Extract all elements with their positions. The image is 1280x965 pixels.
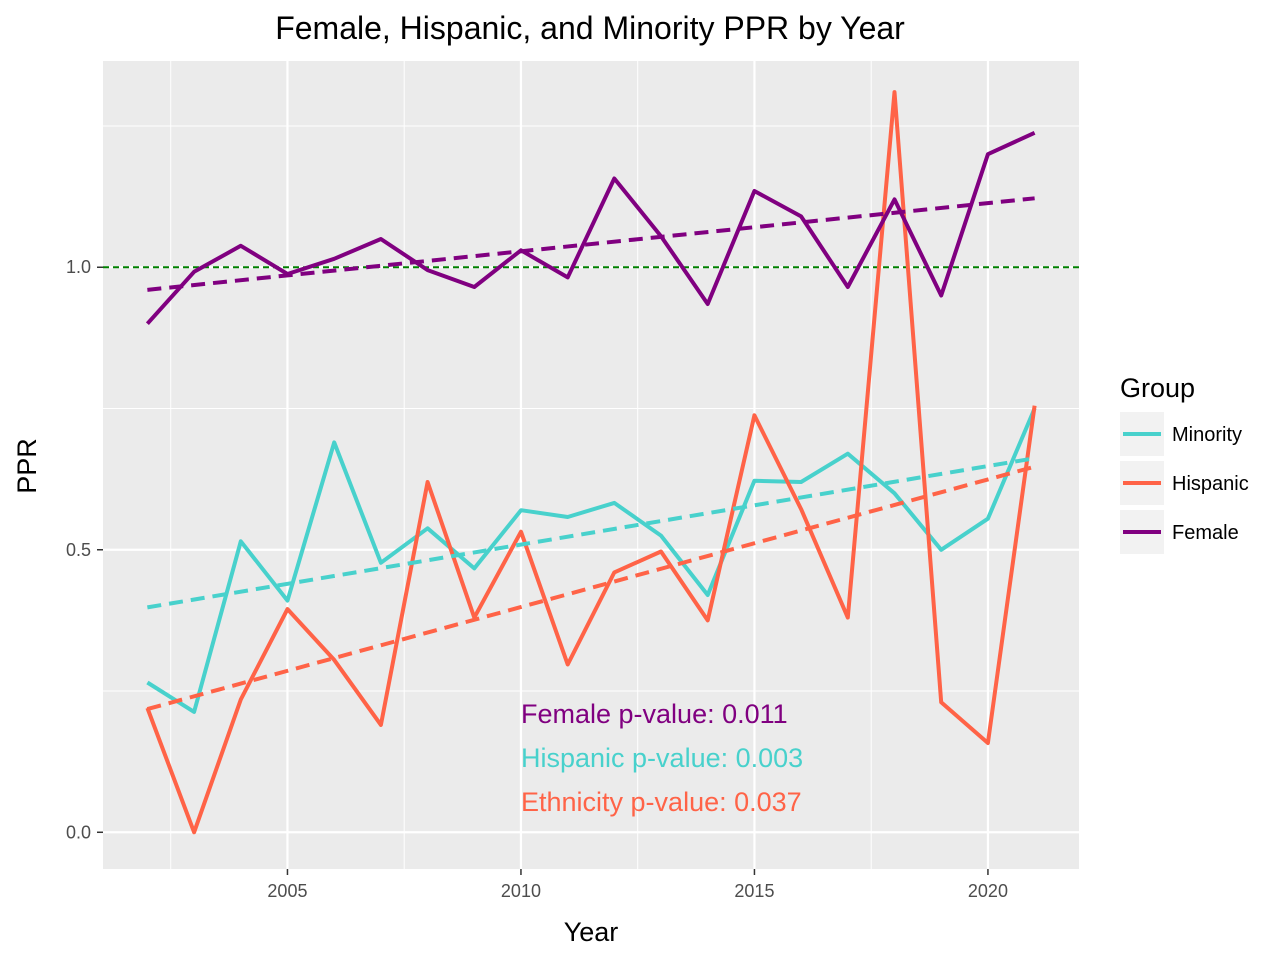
trend-line-minority xyxy=(147,456,1035,610)
chart-title: Female, Hispanic, and Minority PPR by Ye… xyxy=(275,10,905,46)
minor-gridlines xyxy=(103,61,1106,869)
y-tick-label: 0.0 xyxy=(66,822,91,842)
series-line-female xyxy=(145,130,1036,326)
annotation-ethnicity-p-value: Ethnicity p-value: 0.037 xyxy=(521,787,802,817)
p-value-annotations: Female p-value: 0.011 Hispanic p-value: … xyxy=(521,699,803,817)
legend-item-minority: Minority xyxy=(1120,412,1242,456)
series-line-hispanic xyxy=(145,90,1037,835)
trend-line-female xyxy=(147,196,1035,292)
legend-label-female: Female xyxy=(1172,522,1239,544)
legend-label-hispanic: Hispanic xyxy=(1172,473,1249,495)
x-tick-label: 2010 xyxy=(501,881,541,901)
y-tick-label: 1.0 xyxy=(66,257,91,277)
y-axis-title: PPR xyxy=(12,438,42,494)
plot-panel xyxy=(103,61,1079,869)
series-line-minority xyxy=(146,407,1037,714)
legend-item-female: Female xyxy=(1120,510,1239,554)
y-tick-label: 0.5 xyxy=(66,540,91,560)
legend: Group Minority Hispanic Female xyxy=(1120,373,1249,554)
annotation-hispanic-p-value: Hispanic p-value: 0.003 xyxy=(521,743,803,773)
legend-label-minority: Minority xyxy=(1172,424,1242,446)
x-axis-ticks: 2005 2010 2015 2020 xyxy=(267,869,1008,901)
y-axis-ticks: 0.0 0.5 1.0 xyxy=(66,257,103,842)
trend-lines xyxy=(146,196,1036,712)
legend-item-hispanic: Hispanic xyxy=(1120,461,1249,505)
series-lines xyxy=(145,90,1037,835)
x-tick-label: 2005 xyxy=(267,881,307,901)
x-axis-title: Year xyxy=(564,917,619,947)
x-tick-label: 2015 xyxy=(734,881,774,901)
x-tick-label: 2020 xyxy=(968,881,1008,901)
legend-title: Group xyxy=(1120,373,1195,403)
annotation-female-p-value: Female p-value: 0.011 xyxy=(521,699,788,729)
